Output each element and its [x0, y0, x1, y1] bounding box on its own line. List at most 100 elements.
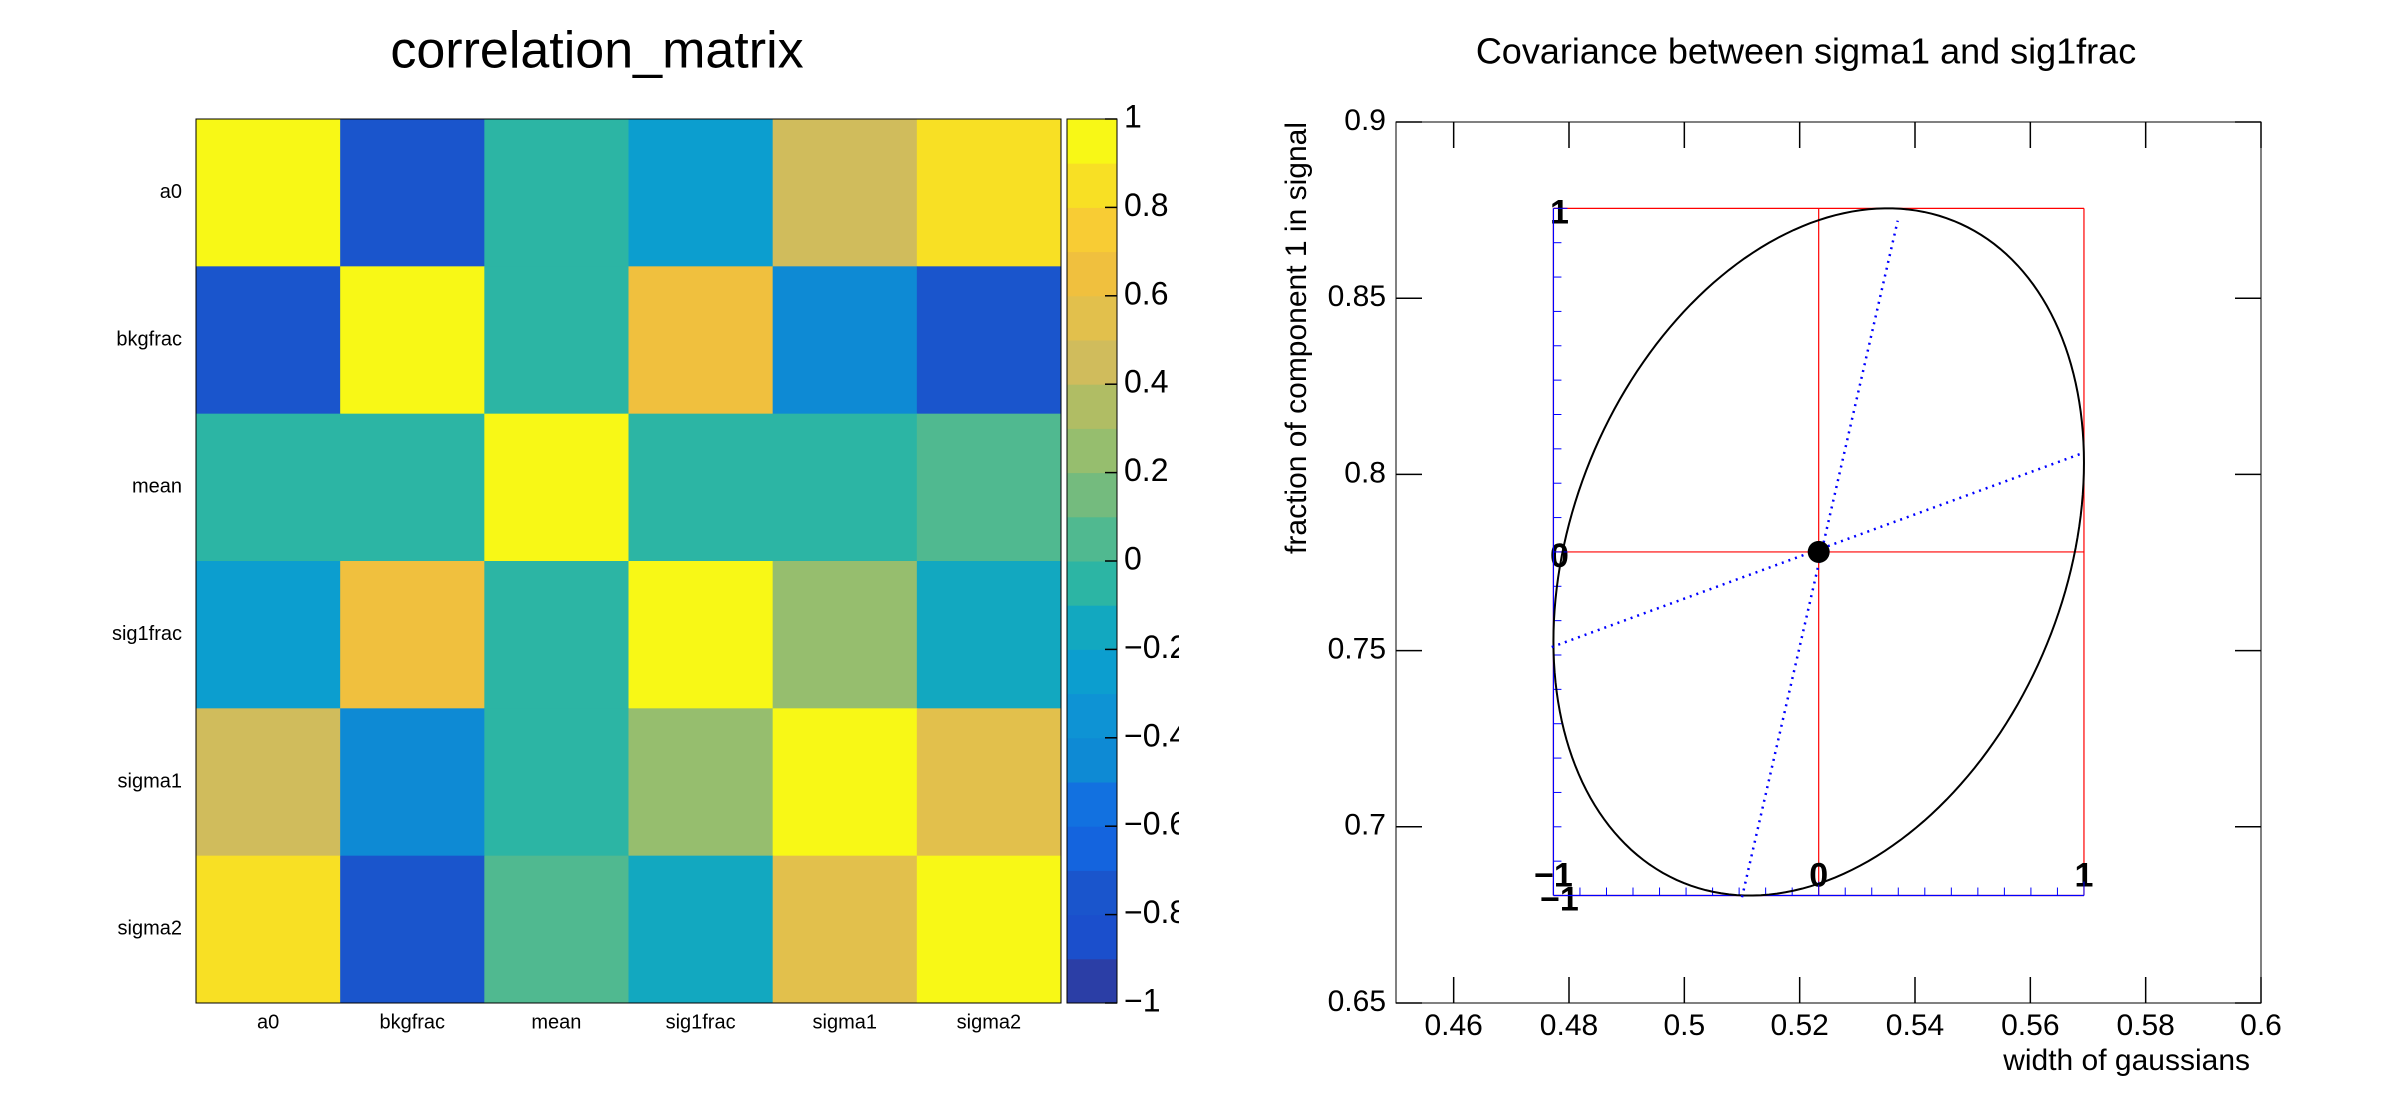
heatmap-cell — [916, 561, 1062, 709]
colorbar-tick-label: 0.2 — [1124, 452, 1168, 488]
inner-y-tick-label: −1 — [1540, 881, 1579, 919]
color-bin — [1067, 119, 1117, 164]
x-axis-label: width of gaussians — [2002, 1044, 2250, 1077]
y-tick-label: 0.7 — [1344, 809, 1386, 842]
y-tick-label: 0.75 — [1328, 633, 1386, 666]
color-bin — [1067, 340, 1117, 385]
color-bin — [1067, 782, 1117, 827]
heatmap-cell — [196, 119, 341, 267]
heatmap-cell — [916, 855, 1062, 1004]
heatmap-cell — [196, 561, 341, 709]
heatmap-cell — [484, 266, 629, 415]
x-tick-label: sigma1 — [813, 1011, 877, 1033]
x-tick-label: 0.5 — [1663, 1009, 1705, 1042]
heatmap-cell — [196, 266, 341, 415]
heatmap-cell — [196, 855, 341, 1004]
heatmap-cell — [340, 708, 485, 857]
heatmap-cell — [916, 119, 1062, 267]
color-bin — [1067, 649, 1117, 695]
heatmap-cell — [340, 855, 485, 1004]
heatmap-cell — [628, 561, 774, 709]
color-bin — [1067, 737, 1117, 783]
color-bin — [1067, 251, 1117, 297]
heatmap-cell — [628, 413, 774, 562]
heatmap-cell — [196, 708, 341, 857]
color-bin — [1067, 693, 1117, 739]
color-bin — [1067, 561, 1117, 606]
inner-x-tick-label: 1 — [2075, 857, 2094, 895]
y-tick-label: 0.85 — [1328, 280, 1386, 313]
y-tick-label: sigma2 — [118, 918, 182, 940]
color-bin — [1067, 914, 1117, 960]
plot-frame — [195, 118, 1062, 1004]
heatmap-cell — [772, 708, 918, 857]
heatmap-cell — [772, 561, 918, 709]
heatmap-cell — [340, 119, 485, 267]
heatmap-cell — [484, 413, 629, 562]
heatmap-cell — [916, 266, 1062, 415]
heatmap-cell — [628, 708, 774, 857]
color-bin — [1067, 870, 1117, 916]
y-tick-label: 0.65 — [1328, 985, 1386, 1018]
colorbar-tick-label: 0.4 — [1124, 364, 1168, 400]
x-tick-label: 0.58 — [2116, 1009, 2174, 1042]
colorbar-tick-label: −1 — [1124, 982, 1160, 1018]
y-tick-label: sigma1 — [118, 770, 182, 792]
heatmap-cell — [484, 561, 629, 709]
heatmap-cell — [916, 708, 1062, 857]
heatmap-cell — [340, 413, 485, 562]
colorbar-tick-label: 0 — [1124, 540, 1142, 576]
heatmap-cell — [628, 266, 774, 415]
heatmap-cell — [772, 855, 918, 1004]
y-tick-label: mean — [132, 476, 182, 498]
heatmap-cell — [916, 413, 1062, 562]
heatmap-cell — [340, 561, 485, 709]
heatmap-cell — [628, 119, 774, 267]
principal-axis — [1551, 452, 2083, 649]
heatmap-cell — [484, 855, 629, 1004]
x-tick-label: 0.48 — [1540, 1009, 1598, 1042]
heatmap-cell — [196, 413, 341, 562]
colorbar-labels: 1 0.8 0.6 0.4 0.2 0 −0.2 −0.4 −0.6 −0.8 −1 — [1124, 98, 1187, 1018]
color-bin — [1067, 605, 1117, 650]
best-fit-point — [1807, 540, 1830, 563]
heatmap-cell — [484, 119, 629, 267]
plot-frame — [1395, 121, 2262, 1004]
heatmap-cell — [772, 119, 918, 267]
color-bin — [1067, 516, 1117, 562]
color-bin — [1067, 207, 1117, 253]
colorbar-tick-label: 0.8 — [1124, 187, 1168, 223]
heatmap-cell — [628, 855, 774, 1004]
x-tick-label: 0.56 — [2001, 1009, 2059, 1042]
heatmap-cell — [772, 413, 918, 562]
heatmap-cell — [484, 708, 629, 857]
colorbar-tick-label: 0.6 — [1124, 275, 1168, 311]
covariance-ellipse — [1552, 207, 2085, 897]
y-tick-label: bkgfrac — [116, 328, 182, 350]
chart-title: correlation_matrix — [390, 22, 803, 80]
color-bin — [1067, 163, 1117, 208]
x-tick-label: 0.46 — [1424, 1009, 1482, 1042]
y-tick-label: 0.8 — [1344, 456, 1386, 489]
x-tick-label: a0 — [257, 1011, 279, 1033]
x-tick-label: 0.6 — [2240, 1009, 2282, 1042]
color-bin — [1067, 826, 1117, 871]
colorbar-tick-label: −0.4 — [1124, 717, 1187, 753]
x-tick-label: 0.54 — [1886, 1009, 1944, 1042]
color-bin — [1067, 958, 1117, 1004]
heatmap-cell — [772, 266, 918, 415]
x-tick-label: sigma2 — [957, 1011, 1021, 1033]
y-tick-label: a0 — [160, 181, 182, 203]
color-bin — [1067, 472, 1117, 518]
chart-title: Covariance between sigma1 and sig1frac — [1476, 31, 2136, 72]
y-tick-label: sig1frac — [112, 623, 182, 645]
color-bin — [1067, 295, 1117, 341]
x-tick-label: 0.52 — [1770, 1009, 1828, 1042]
inner-y-tick-label: 1 — [1550, 193, 1569, 231]
colorbar-tick-label: −0.2 — [1124, 629, 1187, 665]
heatmap-cell — [340, 266, 485, 415]
x-tick-label: sig1frac — [666, 1011, 736, 1033]
colorbar-tick-label: 1 — [1124, 98, 1142, 134]
y-axis-label: fraction of component 1 in signal — [1280, 122, 1313, 554]
